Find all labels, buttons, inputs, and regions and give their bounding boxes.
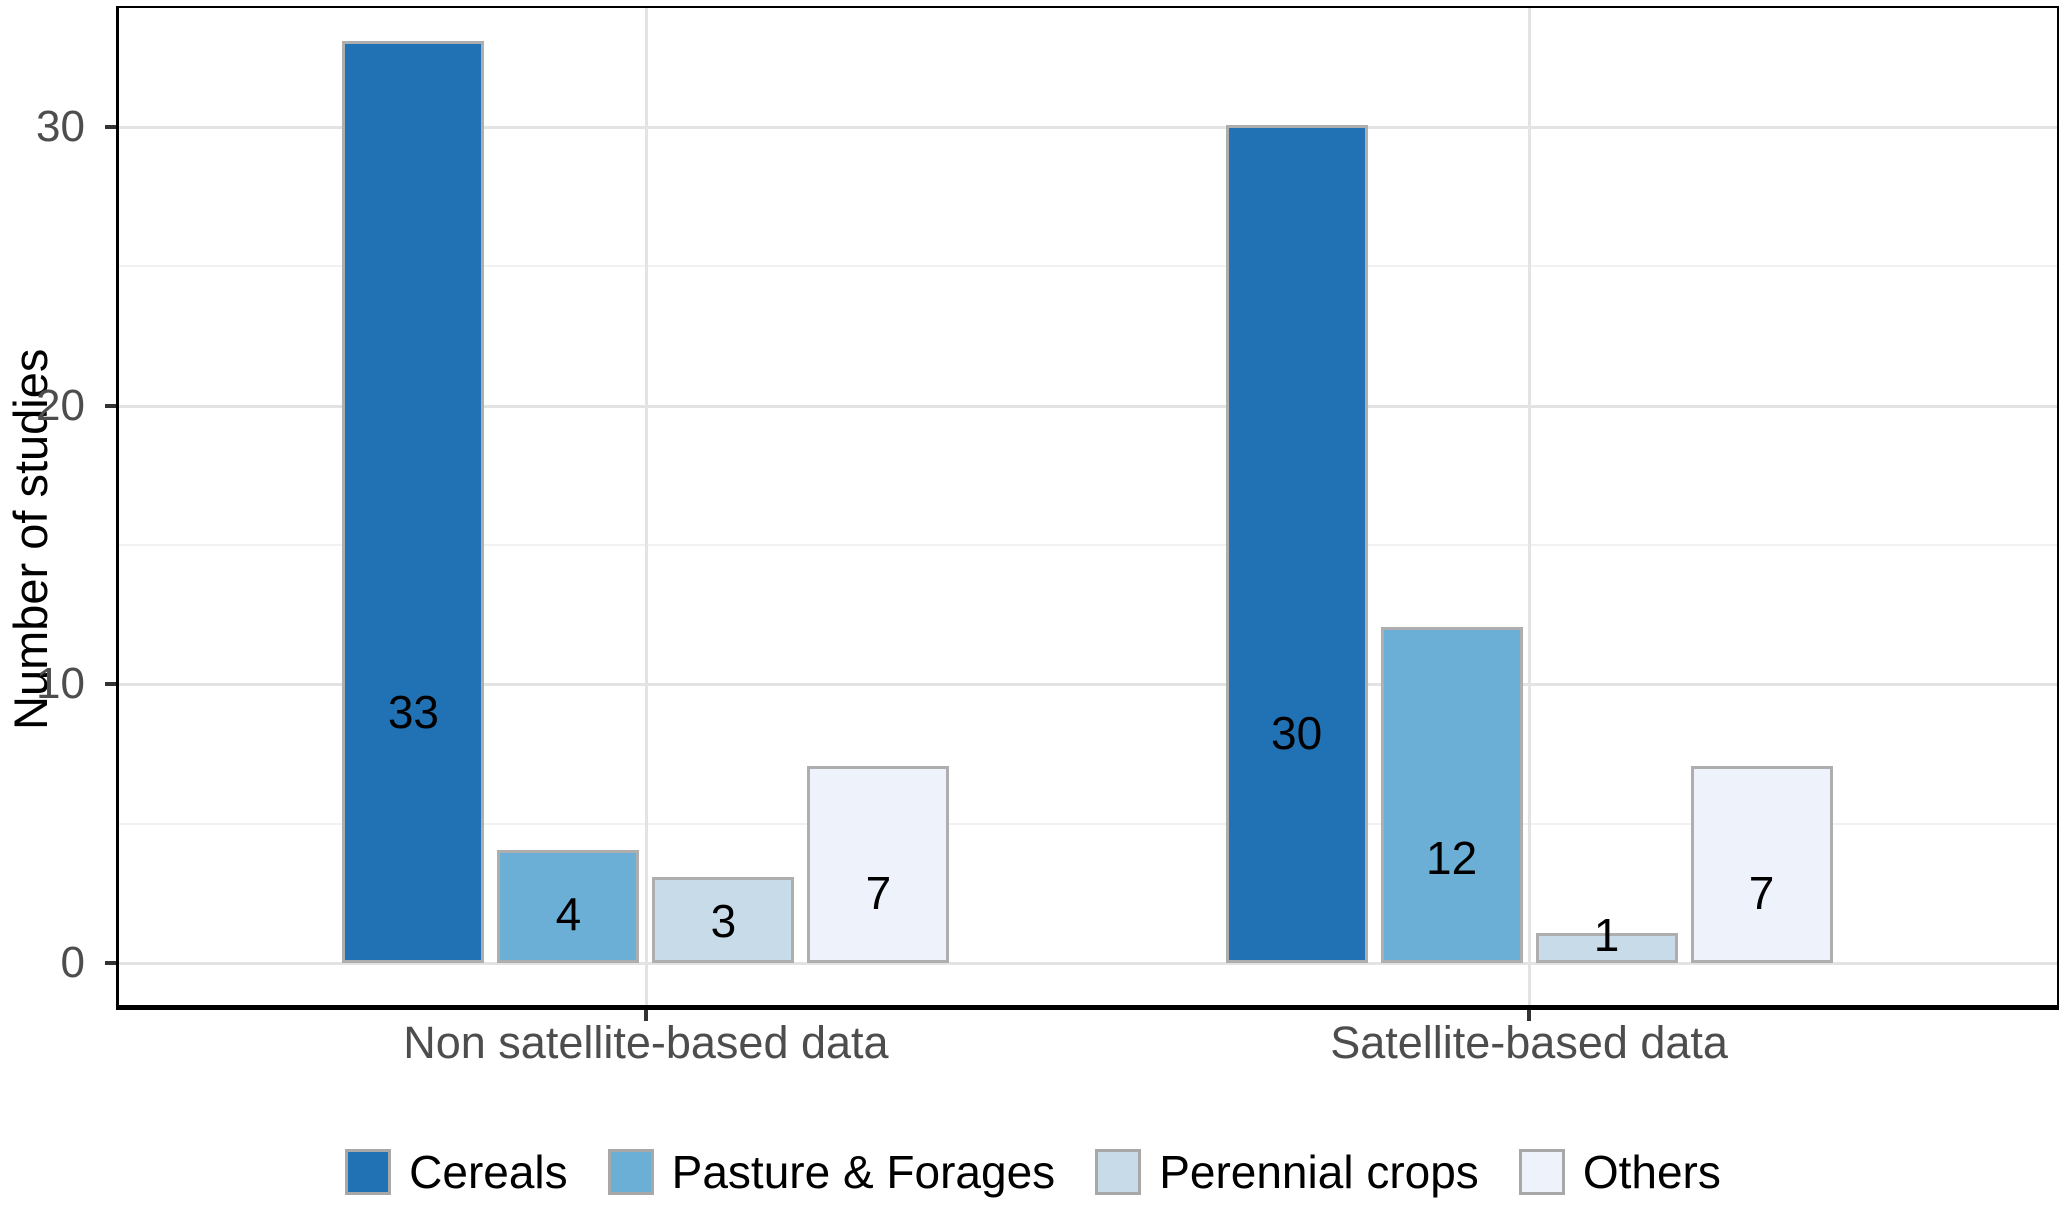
legend-swatch: [1518, 1149, 1565, 1195]
legend-item-cereals: Cereals: [345, 1145, 568, 1199]
legend-label: Perennial crops: [1159, 1146, 1479, 1198]
legend-label: Pasture & Forages: [671, 1146, 1056, 1198]
bar-value-label: 33: [387, 686, 439, 739]
gridline-category: [1528, 6, 1532, 1010]
y-tick-label: 0: [60, 938, 85, 987]
gridline-minor: [116, 544, 2059, 546]
gridline-major: [116, 404, 2059, 408]
bar-perennial-crops-cat1: [652, 877, 795, 963]
panel-border-right: [2057, 6, 2059, 1010]
bar-perennial-crops-cat2: [1535, 933, 1678, 963]
bar-value-label: 30: [1270, 707, 1323, 759]
y-axis-line: [116, 6, 119, 1010]
legend-item-pasture-forages: Pasture & Forages: [607, 1145, 1056, 1199]
legend-swatch: [1095, 1149, 1142, 1195]
legend-label: Cereals: [409, 1146, 568, 1198]
bar-value-label: 3: [710, 895, 737, 948]
legend: Cereals Pasture & Forages Perennial crops O…: [0, 1146, 2066, 1198]
gridline-major: [116, 683, 2059, 687]
y-tick-label: 10: [36, 659, 85, 709]
gridline-minor: [116, 265, 2059, 268]
x-tick-mark: [1527, 1010, 1532, 1021]
bar-cereals-cat1: [342, 41, 485, 963]
y-tick-mark: [105, 125, 116, 130]
bar-pasture-forages-cat2: [1380, 626, 1523, 963]
panel-border-top: [116, 6, 2059, 8]
legend-item-perennial-crops: Perennial crops: [1095, 1145, 1479, 1199]
y-tick-label: 20: [36, 380, 85, 430]
bar-value-label: 7: [1748, 867, 1775, 920]
bar-value-label: 4: [555, 888, 582, 941]
bar-cereals-cat2: [1225, 125, 1368, 963]
y-tick-label: 30: [36, 102, 85, 152]
plot-panel: 33 4 3 7 30 12 1 7: [116, 6, 2059, 1010]
x-axis-line: [116, 1005, 2059, 1010]
gridline-major: [116, 962, 2059, 965]
x-tick-mark: [643, 1010, 648, 1021]
bar-value-label: 12: [1425, 832, 1478, 885]
legend-swatch: [345, 1149, 392, 1195]
x-tick-label: Satellite-based data: [1330, 1017, 1728, 1068]
gridline-category: [644, 6, 648, 1010]
legend-swatch: [607, 1149, 654, 1195]
x-tick-label: Non satellite-based data: [403, 1017, 889, 1068]
legend-label: Others: [1582, 1146, 1721, 1198]
bar-others-cat1: [807, 765, 950, 963]
y-tick-mark: [105, 961, 116, 965]
y-tick-mark: [105, 403, 116, 408]
gridline-major: [116, 126, 2059, 130]
bar-pasture-forages-cat1: [497, 849, 640, 963]
bar-value-label: 1: [1593, 909, 1620, 962]
legend-item-others: Others: [1518, 1145, 1721, 1199]
gridline-minor: [116, 822, 2059, 825]
bar-others-cat2: [1690, 765, 1833, 963]
y-tick-mark: [105, 682, 116, 687]
bar-value-label: 7: [865, 867, 892, 920]
